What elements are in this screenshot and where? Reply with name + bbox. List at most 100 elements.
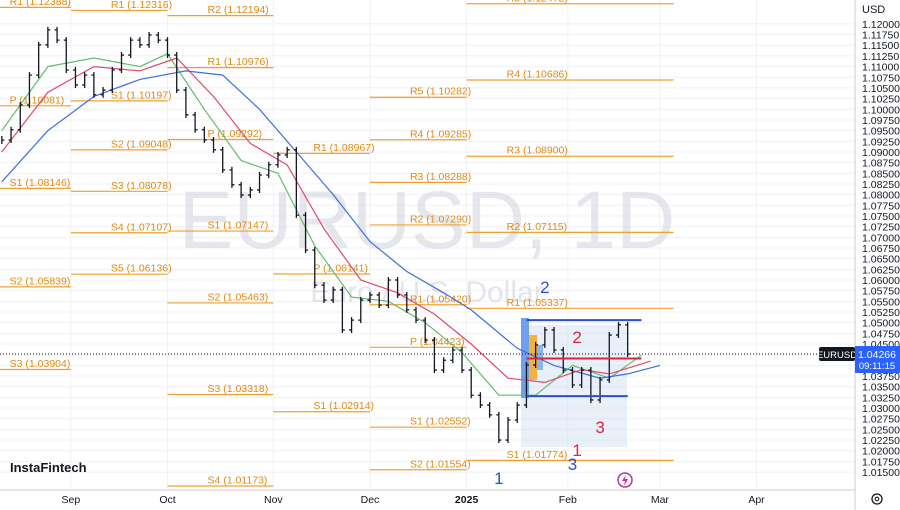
x-tick-label: 2025 <box>455 494 479 506</box>
pivot-label: R2 (1.07115) <box>507 221 568 233</box>
price-bar <box>560 347 566 374</box>
watermark-title: EURUSD, 1D <box>179 175 676 266</box>
price-bar <box>441 357 447 374</box>
y-tick-label: 1.08500 <box>862 168 900 180</box>
profile-bar <box>529 335 537 380</box>
price-bar <box>367 291 373 304</box>
x-tick-label: Dec <box>361 494 380 506</box>
alert-icon[interactable] <box>617 472 633 488</box>
price-bar <box>404 291 410 313</box>
x-tick-label: Nov <box>264 494 283 506</box>
price-bar <box>257 172 263 193</box>
y-tick-label: 1.03750 <box>862 371 900 383</box>
y-tick-label: 1.07000 <box>862 232 900 244</box>
settings-hub[interactable] <box>874 496 880 502</box>
pivot-label: S4 (1.07107) <box>111 221 172 233</box>
x-tick-label: Feb <box>559 494 577 506</box>
y-tick-label: 1.06000 <box>862 275 900 287</box>
price-bar <box>395 277 401 298</box>
price-bar <box>211 137 217 153</box>
pivot-label: S1 (1.01774) <box>507 449 568 461</box>
price-axis-bg <box>855 0 900 510</box>
price-bar <box>91 72 97 98</box>
price-bar <box>514 402 520 423</box>
y-tick-label: 1.08750 <box>862 158 900 170</box>
watermark: EURUSD, 1D Euro / U.S. Dollar <box>179 175 676 309</box>
pivot-label: R1 (1.08967) <box>313 142 374 154</box>
price-bar <box>155 32 161 44</box>
brand-logo: InstaFintech <box>10 460 87 475</box>
y-tick-label: 1.02750 <box>862 414 900 426</box>
pivot-label: R4 (1.09285) <box>410 128 471 140</box>
price-bar <box>468 367 474 399</box>
price-bar <box>569 367 575 388</box>
price-bar <box>174 52 180 94</box>
price-bar <box>487 402 493 418</box>
price-bar <box>192 111 198 133</box>
y-tick-label: 1.05000 <box>862 318 900 330</box>
y-tick-label: 1.02500 <box>862 424 900 436</box>
price-bar <box>579 367 585 388</box>
watermark-subtitle: Euro / U.S. Dollar <box>310 276 543 309</box>
pivot-label: S3 (1.03904) <box>10 358 71 370</box>
pivot-label: R1 (1.05337) <box>507 297 568 309</box>
y-tick-label: 1.02000 <box>862 446 900 458</box>
price-bar <box>505 417 511 444</box>
pivot-label: R1 (1.05420) <box>410 293 471 305</box>
price-bar <box>459 347 465 374</box>
pivot-label: R3 (1.08288) <box>410 171 471 183</box>
alert-bolt[interactable] <box>622 475 628 486</box>
moving-averages <box>1 53 661 396</box>
price-tag-bg <box>855 346 900 374</box>
countdown: 09:11:15 <box>859 361 895 372</box>
price-bar <box>17 102 23 133</box>
time-axis-bg <box>0 490 855 510</box>
price-tag: 1.04266 <box>858 349 896 361</box>
x-tick-label: Oct <box>159 494 175 506</box>
y-tick-label: 1.03250 <box>862 392 900 404</box>
price-bar <box>358 297 364 324</box>
y-tick-label: 1.09250 <box>862 136 900 148</box>
price-bar <box>128 37 134 59</box>
y-tick-label: 1.10000 <box>862 104 900 116</box>
price-bar <box>54 26 60 44</box>
price-bar <box>220 146 226 173</box>
y-tick-label: 1.11500 <box>862 40 899 52</box>
price-bar <box>1 136 5 144</box>
settings-gear[interactable] <box>871 493 883 505</box>
pivot-label: S1 (1.07147) <box>208 220 269 232</box>
pivot-label: P (1.10081) <box>10 94 65 106</box>
price-bar <box>247 186 253 199</box>
price-bar <box>597 376 603 403</box>
pivot-label: S2 (1.09048) <box>111 138 172 150</box>
y-tick-label: 1.11750 <box>862 30 899 42</box>
price-bar <box>413 306 419 324</box>
price-bar <box>431 337 437 374</box>
y-tick-label: 1.05250 <box>862 307 900 319</box>
pivot-label: P (1.09292) <box>208 128 263 140</box>
y-tick-label: 1.07750 <box>862 200 900 212</box>
wave-label: 1 <box>572 441 581 460</box>
pivot-label: S2 (1.05839) <box>10 275 71 287</box>
price-bar <box>551 326 557 353</box>
settings-icon[interactable] <box>871 493 883 505</box>
pivot-label: P (1.06141) <box>313 262 368 274</box>
price-bar <box>330 286 336 304</box>
price-bar <box>266 161 272 178</box>
alert-circle[interactable] <box>617 472 633 488</box>
pivot-label: R2 (1.07290) <box>410 213 471 225</box>
y-tick-label: 1.07250 <box>862 222 900 234</box>
price-bar <box>606 332 612 383</box>
price-bar <box>146 32 152 48</box>
y-tick-label: 1.08000 <box>862 190 900 202</box>
y-tick-label: 1.11000 <box>862 62 899 74</box>
price-bar <box>422 317 428 344</box>
price-bar <box>275 151 281 168</box>
wave-label: 1 <box>494 469 503 488</box>
price-bar <box>118 52 124 73</box>
y-tick-label: 1.01500 <box>862 467 900 479</box>
y-tick-label: 1.02250 <box>862 435 900 447</box>
pivot-label: S4 (1.01173) <box>208 475 268 487</box>
